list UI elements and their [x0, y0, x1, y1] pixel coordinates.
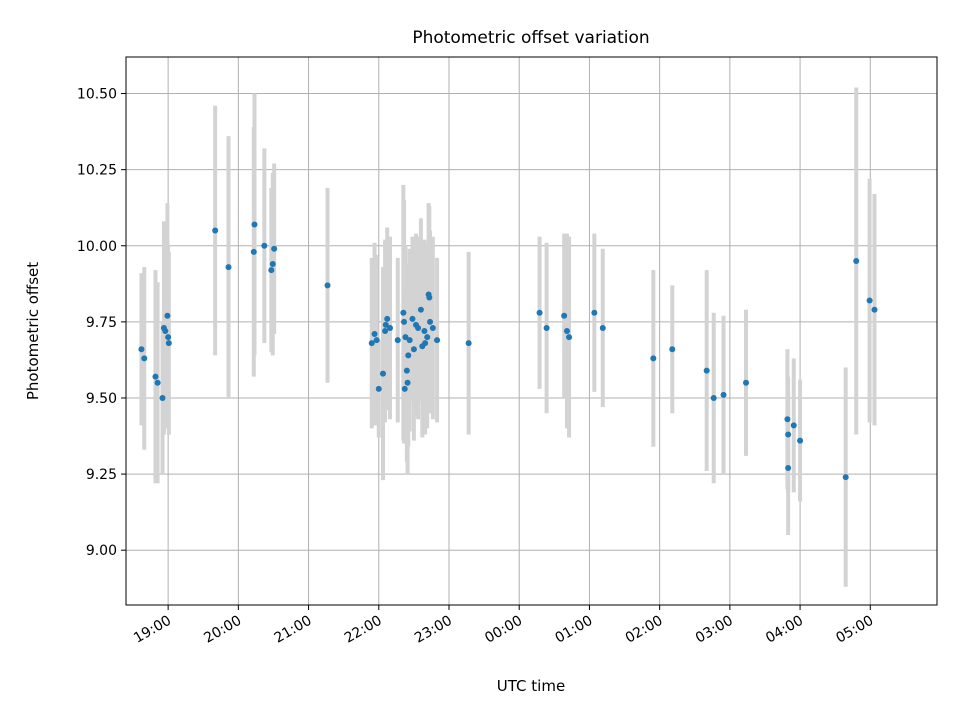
data-point — [536, 309, 543, 316]
y-tick-label: 10.50 — [77, 87, 117, 103]
data-point — [212, 227, 219, 234]
data-point — [382, 321, 389, 328]
data-point — [268, 267, 275, 274]
data-point — [409, 315, 416, 322]
data-point — [251, 221, 258, 228]
data-point — [401, 318, 408, 325]
data-point — [566, 334, 573, 341]
data-point — [785, 465, 792, 471]
data-point — [225, 264, 232, 271]
data-point — [164, 312, 171, 319]
data-points — [138, 221, 878, 481]
y-tick-label: 10.00 — [77, 239, 117, 255]
data-point — [152, 373, 159, 380]
data-point — [797, 437, 804, 444]
data-point — [561, 312, 568, 319]
data-point — [154, 379, 161, 386]
data-point — [269, 261, 276, 268]
data-point — [599, 324, 606, 331]
data-point — [426, 294, 433, 301]
y-tick-label: 9.00 — [86, 543, 117, 559]
data-point — [866, 297, 873, 304]
plot-frame — [125, 56, 938, 606]
y-tick-label: 9.25 — [86, 467, 117, 483]
data-point — [422, 340, 429, 347]
data-point — [710, 394, 717, 401]
data-point — [785, 431, 792, 438]
data-point — [417, 306, 424, 313]
data-point — [421, 328, 428, 334]
data-point — [271, 245, 278, 252]
data-point — [387, 324, 394, 331]
y-tick-label: 9.50 — [86, 391, 117, 407]
data-point — [669, 346, 676, 353]
data-point — [375, 385, 382, 392]
data-point — [162, 328, 169, 334]
y-axis-label: Photometric offset — [24, 262, 42, 400]
data-point — [324, 282, 331, 289]
data-point — [424, 334, 431, 341]
data-point — [415, 324, 422, 331]
data-point — [138, 346, 145, 353]
data-point — [720, 391, 727, 398]
data-point — [591, 309, 598, 316]
data-point — [159, 394, 166, 401]
data-point — [382, 328, 389, 334]
x-axis-label: UTC time — [497, 677, 565, 695]
data-point — [743, 379, 750, 386]
data-point — [543, 324, 550, 331]
y-axis: 9.00 9.25 9.50 9.75 10.00 10.25 10.50 — [77, 87, 126, 559]
data-point — [371, 331, 378, 338]
data-point — [790, 422, 797, 429]
data-point — [402, 334, 409, 341]
chart-title: Photometric offset variation — [412, 28, 649, 48]
data-point — [404, 379, 411, 386]
data-point — [250, 248, 257, 255]
data-point — [405, 352, 412, 359]
data-point — [784, 416, 791, 423]
data-point — [465, 340, 472, 347]
data-point — [406, 337, 413, 344]
data-point — [384, 315, 391, 322]
data-point — [394, 337, 401, 344]
data-point — [165, 340, 172, 347]
data-point — [373, 337, 380, 344]
data-point — [401, 385, 408, 392]
data-point — [650, 355, 657, 362]
data-point — [379, 370, 386, 377]
data-point — [703, 367, 710, 374]
data-point — [429, 324, 436, 331]
y-tick-label: 9.75 — [86, 315, 117, 331]
data-point — [403, 367, 410, 374]
data-point — [410, 346, 417, 353]
data-point — [165, 334, 172, 341]
data-point — [842, 474, 849, 481]
data-point — [853, 257, 860, 264]
data-point — [871, 306, 878, 313]
data-point — [400, 309, 407, 316]
data-point — [141, 355, 148, 362]
data-point — [434, 337, 441, 344]
data-point — [563, 328, 570, 334]
data-point — [427, 318, 434, 325]
data-point — [261, 242, 268, 249]
y-tick-label: 10.25 — [77, 163, 117, 179]
data-point — [368, 340, 375, 347]
